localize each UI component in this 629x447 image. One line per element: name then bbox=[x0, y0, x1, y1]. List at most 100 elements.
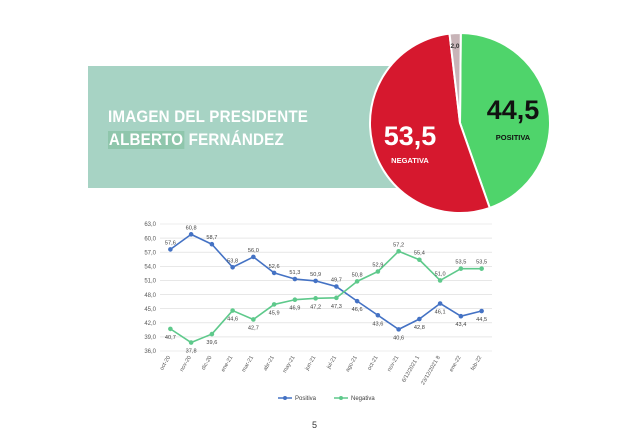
point-negativa bbox=[292, 297, 298, 303]
y-tick-label: 63,0 bbox=[144, 222, 156, 228]
x-tick-label: may-21 bbox=[282, 355, 297, 374]
point-positiva bbox=[271, 270, 277, 276]
data-label-positiva: 42,8 bbox=[414, 325, 425, 331]
pie-value-negativa: 53,5 bbox=[384, 121, 437, 151]
y-tick-label: 36,0 bbox=[144, 349, 156, 355]
point-negativa bbox=[334, 295, 339, 301]
title-banner bbox=[88, 66, 418, 188]
point-positiva bbox=[396, 327, 401, 332]
data-label-positiva: 50,9 bbox=[310, 272, 321, 278]
x-tick-label: mar-21 bbox=[241, 355, 255, 373]
data-label-positiva: 60,8 bbox=[186, 225, 197, 231]
point-negativa bbox=[354, 279, 360, 284]
y-tick-label: 42,0 bbox=[144, 321, 156, 327]
y-tick-label: 57,0 bbox=[144, 250, 156, 256]
data-label-positiva: 46,6 bbox=[352, 307, 363, 313]
point-positiva bbox=[230, 264, 235, 270]
point-negativa bbox=[375, 269, 381, 274]
x-tick-label: ene-22 bbox=[449, 355, 463, 373]
data-label-positiva: 49,7 bbox=[331, 278, 342, 284]
x-tick-label: feb-22 bbox=[470, 355, 483, 372]
point-positiva bbox=[209, 241, 215, 247]
pie-slice-other bbox=[448, 32, 462, 124]
legend-marker-negativa bbox=[339, 396, 343, 400]
data-label-negativa: 53,5 bbox=[476, 260, 487, 266]
banner-title: IMAGEN DEL PRESIDENTE ALBERTO FERNÁNDEZ bbox=[108, 106, 308, 152]
point-negativa bbox=[479, 266, 484, 271]
data-label-negativa: 40,7 bbox=[165, 335, 176, 341]
data-label-negativa: 42,7 bbox=[248, 325, 259, 331]
banner-title-line2: ALBERTO FERNÁNDEZ bbox=[108, 129, 308, 152]
x-tick-label: dic-20 bbox=[201, 355, 214, 371]
data-label-positiva: 57,6 bbox=[165, 240, 176, 246]
data-label-positiva: 40,6 bbox=[393, 335, 404, 341]
point-negativa bbox=[313, 296, 318, 301]
point-positiva bbox=[458, 313, 464, 319]
data-label-negativa: 47,2 bbox=[310, 304, 321, 310]
x-tick-label: jul-21 bbox=[326, 355, 339, 371]
legend-label-negativa: Negativa bbox=[351, 396, 375, 402]
data-label-positiva: 43,4 bbox=[455, 322, 466, 328]
data-label-negativa: 52,9 bbox=[372, 263, 383, 269]
x-tick-label: jun-21 bbox=[304, 355, 317, 372]
x-tick-label: oct-21 bbox=[367, 355, 380, 371]
point-negativa bbox=[458, 266, 464, 271]
data-label-negativa: 55,4 bbox=[414, 251, 425, 257]
data-label-positiva: 56,0 bbox=[248, 248, 259, 254]
y-tick-label: 45,0 bbox=[144, 307, 156, 313]
data-label-negativa: 50,8 bbox=[352, 272, 363, 278]
x-tick-label: abr-21 bbox=[263, 355, 276, 372]
y-tick-label: 48,0 bbox=[144, 293, 156, 299]
point-negativa bbox=[396, 248, 401, 254]
point-negativa bbox=[437, 278, 443, 283]
legend-marker-positiva bbox=[283, 396, 287, 400]
pie-label-positiva: POSITIVA bbox=[496, 133, 531, 142]
x-tick-label: ene-21 bbox=[220, 355, 234, 373]
point-positiva bbox=[188, 232, 194, 237]
pie-label-negativa: NEGATIVA bbox=[391, 156, 429, 165]
data-label-positiva: 58,7 bbox=[206, 235, 217, 241]
point-positiva bbox=[417, 316, 422, 322]
data-label-positiva: 53,8 bbox=[227, 258, 238, 264]
data-label-negativa: 46,9 bbox=[289, 306, 300, 312]
data-label-positiva: 52,6 bbox=[269, 264, 280, 270]
data-label-negativa: 51,0 bbox=[435, 271, 446, 277]
legend-label-positiva: Positiva bbox=[295, 396, 317, 402]
data-label-positiva: 43,6 bbox=[372, 321, 383, 327]
data-label-positiva: 51,3 bbox=[289, 270, 300, 276]
point-negativa bbox=[417, 257, 422, 263]
x-tick-label: 6/12/2021 1 bbox=[401, 355, 421, 384]
banner-title-name-first: ALBERTO bbox=[108, 131, 185, 149]
series-line-positiva bbox=[169, 233, 482, 331]
y-tick-label: 54,0 bbox=[144, 265, 156, 271]
point-negativa bbox=[188, 340, 194, 345]
y-tick-label: 51,0 bbox=[144, 279, 156, 285]
x-tick-label: oct-20 bbox=[159, 355, 172, 371]
data-label-negativa: 57,2 bbox=[393, 242, 404, 248]
pie-slice-negativa bbox=[369, 32, 492, 214]
page-number: 5 bbox=[311, 420, 317, 430]
data-label-negativa: 47,3 bbox=[331, 304, 342, 310]
point-negativa bbox=[209, 331, 215, 337]
pie-value-positiva: 44,5 bbox=[487, 95, 540, 125]
point-negativa bbox=[168, 326, 173, 332]
series-line-negativa bbox=[169, 250, 482, 344]
data-label-negativa: 37,8 bbox=[186, 349, 197, 355]
pie-slice-positiva bbox=[458, 31, 551, 210]
point-positiva bbox=[313, 278, 318, 284]
point-positiva bbox=[375, 312, 381, 318]
point-negativa bbox=[251, 317, 256, 322]
point-positiva bbox=[251, 254, 256, 260]
banner-title-name-last: FERNÁNDEZ bbox=[188, 131, 284, 149]
data-label-negativa: 53,5 bbox=[455, 260, 466, 266]
data-label-positiva: 46,1 bbox=[435, 309, 446, 315]
y-tick-label: 39,0 bbox=[144, 335, 156, 341]
data-label-positiva: 44,5 bbox=[476, 317, 487, 323]
banner-title-line1: IMAGEN DEL PRESIDENTE bbox=[108, 108, 309, 126]
data-label-negativa: 45,9 bbox=[269, 310, 280, 316]
point-positiva bbox=[479, 308, 484, 314]
point-positiva bbox=[354, 298, 360, 304]
point-negativa bbox=[230, 308, 235, 313]
